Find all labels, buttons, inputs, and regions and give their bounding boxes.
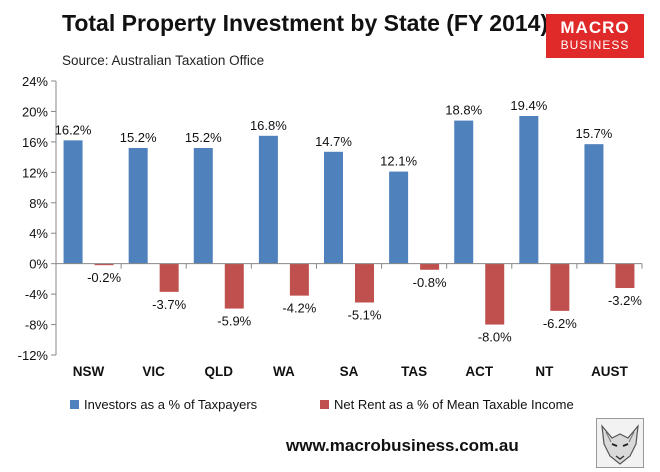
data-label: -8.0%	[478, 330, 512, 345]
data-label: 15.2%	[185, 130, 222, 145]
y-tick-label: -8%	[25, 318, 49, 333]
y-tick-label: 20%	[22, 104, 48, 119]
legend-label-investors: Investors as a % of Taxpayers	[84, 397, 258, 412]
chart-subtitle: Source: Australian Taxation Office	[62, 53, 265, 68]
data-label: -3.7%	[152, 297, 186, 312]
data-label: 12.1%	[380, 154, 417, 169]
bar-net-rent	[485, 263, 505, 325]
x-axis: NSW VIC QLD WA SA TAS ACT NT AUST	[55, 263, 643, 379]
data-label: -3.2%	[608, 293, 642, 308]
bar-investors	[63, 140, 83, 264]
bar-net-rent	[224, 263, 244, 309]
data-labels: 16.2% 15.2% 15.2% 16.8% 14.7% 12.1% 18.8% 19.4%…	[55, 98, 643, 345]
x-tick-label: ACT	[465, 364, 493, 379]
chart-title: Total Property Investment by State (FY 2…	[62, 10, 549, 36]
bar-investors	[324, 151, 343, 264]
y-tick-label: -12%	[18, 348, 49, 363]
x-tick-label: TAS	[401, 364, 427, 379]
bar-net-rent	[355, 263, 374, 303]
bar-investors	[584, 144, 604, 264]
x-tick-label: NSW	[73, 364, 105, 379]
y-tick-label: 8%	[29, 196, 48, 211]
bar-net-rent	[289, 263, 309, 296]
bar-investors	[454, 120, 474, 264]
data-label: 19.4%	[510, 98, 547, 113]
x-tick-label: QLD	[205, 364, 234, 379]
y-tick-label: 16%	[22, 135, 48, 150]
bar-investors	[519, 116, 539, 264]
data-label: -4.2%	[282, 301, 316, 316]
bar-investors	[193, 147, 213, 264]
y-tick-label: 0%	[29, 257, 48, 272]
bar-net-rent	[615, 263, 635, 289]
bars	[63, 116, 635, 325]
data-label: 18.8%	[445, 103, 482, 118]
macrobusiness-logo: MACRO BUSINESS	[546, 14, 644, 58]
legend-swatch-investors	[70, 400, 79, 409]
x-tick-label: AUST	[591, 364, 629, 379]
logo-word-business: BUSINESS	[560, 38, 630, 52]
y-tick-label: 24%	[22, 74, 48, 89]
legend-swatch-net-rent	[320, 400, 329, 409]
legend: Investors as a % of Taxpayers Net Rent as…	[70, 397, 574, 412]
data-label: -6.2%	[543, 316, 577, 331]
y-tick-label: -4%	[25, 287, 49, 302]
x-tick-label: WA	[273, 364, 295, 379]
data-label: 15.2%	[120, 130, 157, 145]
data-label: 15.7%	[576, 126, 613, 141]
bar-net-rent	[550, 263, 570, 311]
data-label: -5.1%	[348, 307, 382, 322]
data-label: -0.8%	[413, 275, 447, 290]
data-label: -5.9%	[217, 314, 251, 329]
data-label: 16.8%	[250, 118, 287, 133]
bar-investors	[258, 135, 278, 264]
data-label: 16.2%	[55, 122, 92, 137]
legend-label-net-rent: Net Rent as a % of Mean Taxable Income	[334, 397, 574, 412]
website-url: www.macrobusiness.com.au	[286, 436, 519, 455]
bar-net-rent	[94, 263, 114, 266]
x-tick-label: NT	[535, 364, 554, 379]
bar-net-rent	[159, 263, 179, 292]
y-tick-label: 12%	[22, 165, 48, 180]
data-label: 14.7%	[315, 134, 352, 149]
x-tick-label: SA	[340, 364, 359, 379]
x-tick-label: VIC	[142, 364, 165, 379]
bar-investors	[389, 171, 409, 264]
logo-word-macro: MACRO	[560, 18, 630, 37]
bar-net-rent	[420, 263, 440, 270]
y-tick-label: 4%	[29, 226, 48, 241]
bar-investors	[128, 147, 148, 264]
fox-icon	[596, 418, 644, 468]
data-label: -0.2%	[87, 270, 121, 285]
y-axis: 24% 20% 16% 12% 8% 4% 0% -4% -8% -12%	[18, 74, 57, 363]
